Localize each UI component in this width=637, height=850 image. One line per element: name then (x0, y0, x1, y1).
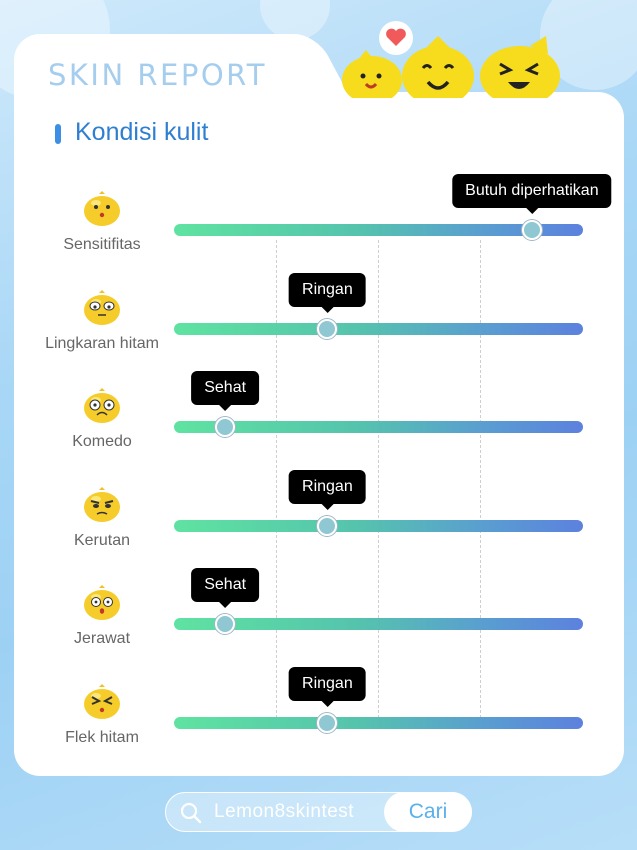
condition-level-tooltip: Ringan (289, 469, 366, 510)
condition-level-marker (215, 614, 236, 635)
lemon-face-icon (82, 585, 122, 621)
condition-level-bar (174, 618, 583, 631)
search-button[interactable]: Cari (384, 792, 472, 832)
search-icon (180, 802, 202, 824)
level-guide-line (276, 240, 277, 718)
section-marker (55, 124, 61, 144)
section-title: Kondisi kulit (75, 118, 209, 146)
condition-level-marker (215, 417, 236, 438)
condition-row: Flek hitam Ringan (0, 653, 637, 752)
lemon-face-icon (82, 191, 122, 227)
condition-level-marker (317, 318, 338, 339)
condition-level-tooltip: Sehat (191, 568, 260, 609)
condition-row: Jerawat Sehat (0, 554, 637, 653)
lemon-face-icon (82, 486, 122, 523)
report-title: SKIN REPORT (48, 58, 267, 92)
condition-level-tooltip: Butuh diperhatikan (452, 174, 612, 214)
condition-level-bar (174, 519, 583, 532)
condition-label: Kerutan (73, 531, 131, 549)
lemon-face-icon (82, 289, 122, 326)
condition-label: Flek hitam (65, 729, 139, 746)
condition-row: Kerutan Ringan (0, 456, 637, 555)
condition-level-tooltip: Ringan (289, 667, 366, 707)
condition-level-tooltip: Ringan (289, 272, 366, 313)
lemon-face-icon (82, 684, 122, 720)
search-bar[interactable]: Lemon8skintest Cari (165, 792, 472, 832)
condition-level-bar (174, 421, 583, 434)
condition-row: Sensitifitas Butuh diperhatikan (0, 160, 637, 259)
condition-row: Lingkaran hitam Ringan (0, 259, 637, 358)
condition-level-marker (317, 515, 338, 536)
lemon-face-icon (82, 388, 122, 424)
condition-level-tooltip: Sehat (191, 371, 260, 412)
condition-level-bar (174, 717, 583, 729)
condition-level-marker (317, 713, 338, 733)
condition-row: Komedo Sehat (0, 357, 637, 456)
lemon-mascot-icon (342, 21, 560, 98)
condition-label: Jerawat (73, 630, 131, 648)
search-input[interactable]: Lemon8skintest (214, 801, 355, 822)
condition-label: Sensitifitas (63, 236, 141, 253)
condition-label: Lingkaran hitam (45, 334, 159, 352)
condition-label: Komedo (72, 433, 132, 451)
condition-level-marker (521, 220, 542, 240)
condition-level-bar (174, 322, 583, 335)
level-guide-line (480, 240, 481, 718)
condition-level-bar (174, 224, 583, 236)
level-guide-line (378, 240, 379, 718)
heart-icon (379, 21, 413, 55)
